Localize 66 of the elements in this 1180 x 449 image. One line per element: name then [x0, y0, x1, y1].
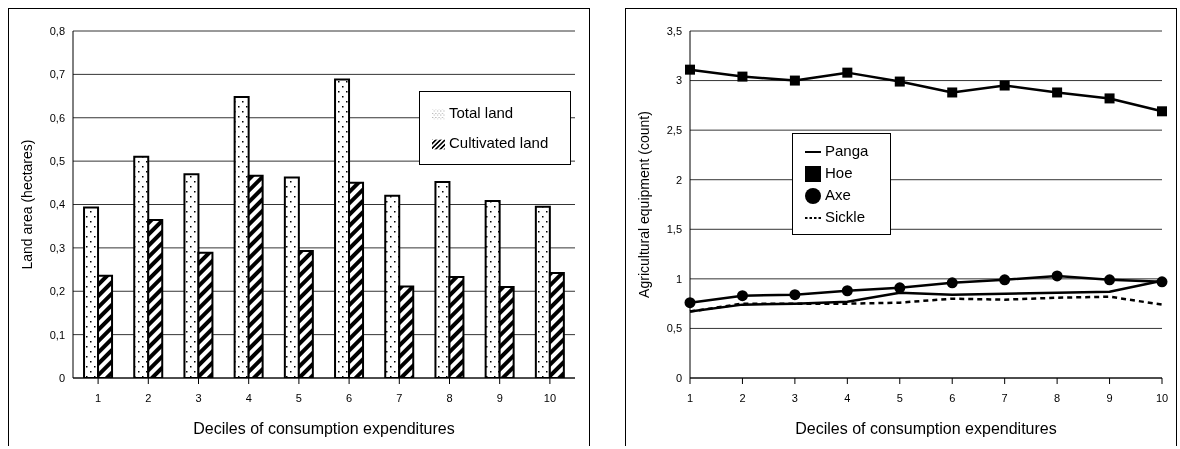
x-tick-label: 5 — [896, 391, 903, 404]
y-tick-label: 3 — [675, 74, 682, 87]
point — [736, 290, 748, 302]
legend-label: Axe — [825, 186, 851, 203]
point — [842, 67, 853, 78]
x-tick-label: 9 — [1106, 391, 1113, 404]
point — [946, 277, 958, 289]
x-axis-title: Deciles of consumption expenditures — [795, 420, 1057, 437]
x-tick-label: 4 — [844, 391, 851, 404]
y-tick-label: 0,5 — [49, 155, 65, 168]
y-tick-label: 0,5 — [666, 322, 682, 335]
y-tick-label: 0,8 — [49, 24, 65, 37]
point — [737, 71, 748, 82]
point — [789, 289, 801, 301]
x-tick-label: 6 — [949, 391, 956, 404]
legend-label: Cultivated land — [449, 134, 549, 151]
x-tick-label: 6 — [346, 391, 353, 404]
y-axis-title: Agricultural equipment (count) — [635, 111, 652, 298]
point — [947, 87, 958, 98]
y-tick-label: 0 — [58, 371, 65, 384]
x-tick-label: 7 — [396, 391, 403, 404]
x-tick-label: 9 — [496, 391, 503, 404]
legend-label: Total land — [449, 104, 514, 121]
point — [1052, 87, 1063, 98]
x-tick-label: 2 — [739, 391, 746, 404]
x-tick-label: 8 — [446, 391, 453, 404]
x-tick-label: 2 — [145, 391, 152, 404]
y-tick-label: 0,6 — [49, 111, 65, 124]
x-tick-label: 10 — [543, 391, 557, 404]
point — [685, 64, 695, 75]
x-tick-label: 10 — [1155, 391, 1169, 404]
x-axis-title: Deciles of consumption expenditures — [193, 420, 455, 437]
point — [999, 274, 1011, 286]
point — [1157, 106, 1167, 117]
point — [999, 80, 1010, 91]
point — [841, 285, 853, 297]
y-tick-label: 0,2 — [49, 285, 65, 298]
point — [1104, 274, 1116, 286]
y-axis-title: Land area (hectares) — [18, 139, 35, 270]
x-tick-label: 1 — [95, 391, 102, 404]
x-tick-label: 5 — [295, 391, 302, 404]
y-tick-label: 1,5 — [666, 223, 682, 236]
point — [789, 75, 800, 86]
point — [1051, 270, 1063, 282]
point — [684, 297, 696, 309]
y-tick-label: 3,5 — [666, 24, 682, 37]
y-tick-label: 0,4 — [49, 198, 65, 211]
y-tick-label: 0,3 — [49, 241, 65, 254]
legend-label: Sickle — [825, 208, 866, 225]
x-tick-label: 7 — [1001, 391, 1008, 404]
y-tick-label: 2 — [675, 173, 682, 186]
y-tick-label: 2,5 — [666, 124, 682, 137]
point — [894, 76, 905, 87]
x-tick-label: 1 — [686, 391, 694, 404]
legend-label: Hoe — [825, 164, 853, 181]
y-tick-label: 0 — [675, 371, 682, 384]
x-tick-label: 3 — [791, 391, 798, 404]
y-tick-label: 0,1 — [49, 328, 65, 341]
x-tick-label: 4 — [245, 391, 252, 404]
point — [1156, 276, 1168, 288]
y-tick-label: 1 — [675, 272, 682, 285]
legend-label: Panga — [825, 142, 869, 159]
x-tick-label: 8 — [1054, 391, 1061, 404]
y-tick-label: 0,7 — [49, 68, 65, 81]
x-tick-label: 3 — [195, 391, 202, 404]
point — [1104, 93, 1115, 104]
